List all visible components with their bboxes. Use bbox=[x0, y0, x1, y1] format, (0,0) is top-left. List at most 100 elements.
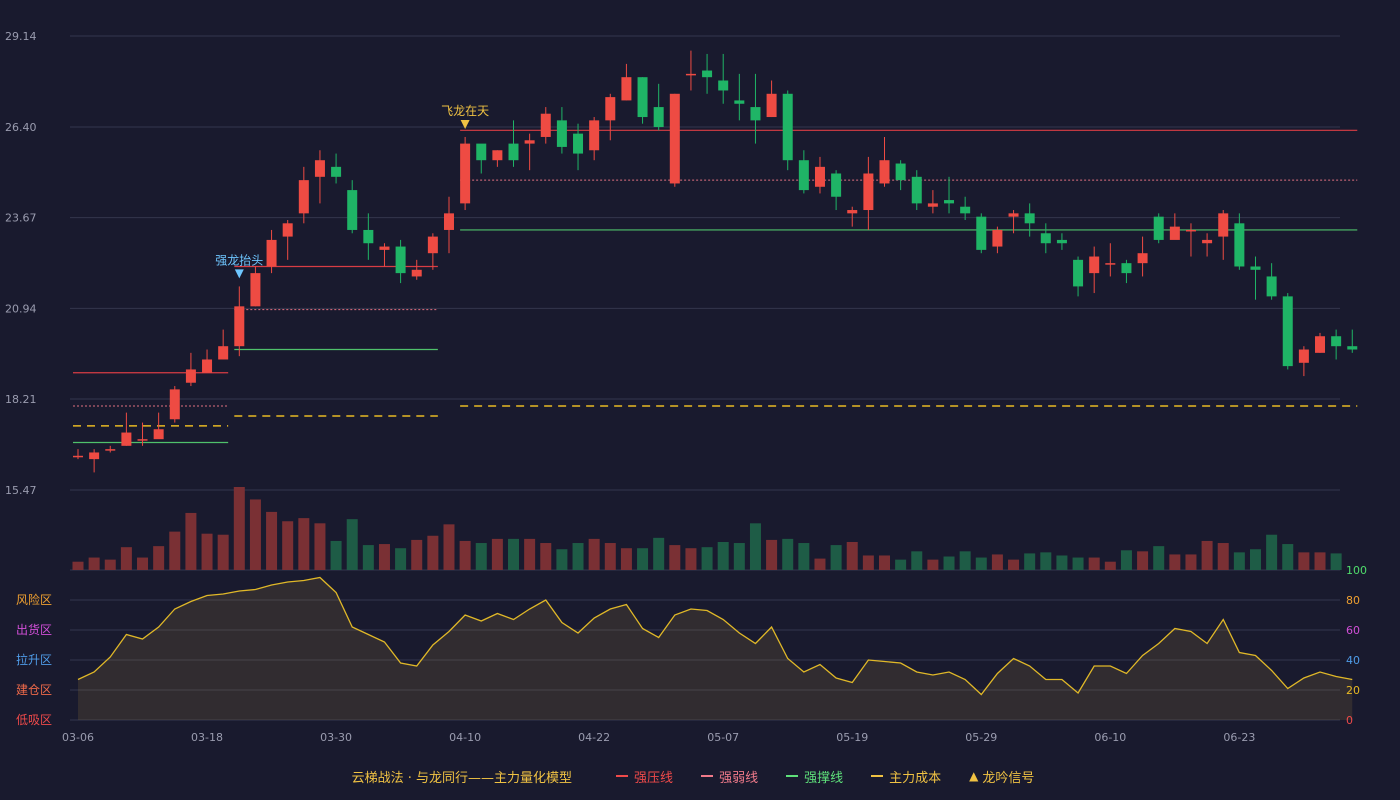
volume-bar bbox=[104, 559, 116, 570]
volume-bar bbox=[169, 531, 181, 570]
legend-item-resistance: 强压线 bbox=[616, 767, 673, 786]
candle-body bbox=[927, 203, 938, 207]
volume-bar bbox=[491, 538, 503, 570]
price-tick-label: 29.14 bbox=[5, 30, 37, 43]
candle-body bbox=[1024, 213, 1035, 224]
x-tick-label: 04-10 bbox=[449, 731, 481, 744]
volume-bar bbox=[1120, 550, 1132, 570]
volume-bar bbox=[749, 523, 761, 570]
x-tick-label: 06-10 bbox=[1094, 731, 1126, 744]
price-tick-label: 18.21 bbox=[5, 393, 37, 406]
volume-bar bbox=[975, 557, 987, 570]
legend-label-weak: 强弱线 bbox=[719, 770, 759, 786]
volume-bar bbox=[733, 543, 745, 570]
candle-body bbox=[1040, 233, 1051, 244]
volume-bar bbox=[895, 559, 907, 570]
volume-bar bbox=[846, 541, 858, 570]
chart-canvas: 29.14 26.40 23.67 20.94 18.21 15.47 100 80 60 40 2… bbox=[5, 30, 1367, 744]
candle-body bbox=[1056, 239, 1067, 244]
candle-body bbox=[685, 73, 696, 76]
candle-body bbox=[331, 166, 342, 177]
legend-swatch-support bbox=[786, 775, 799, 777]
volume-bar bbox=[879, 555, 890, 570]
candle-body bbox=[427, 236, 438, 254]
volume-bar bbox=[1104, 561, 1116, 570]
volume-bar bbox=[798, 543, 810, 570]
indicator-tick-label: 80 bbox=[1346, 594, 1360, 607]
candle-body bbox=[379, 246, 390, 250]
volume-bar bbox=[1330, 553, 1342, 570]
candle-body bbox=[1266, 276, 1277, 297]
price-tick-label: 20.94 bbox=[5, 302, 37, 315]
volume-bar bbox=[362, 545, 374, 570]
candle-body bbox=[250, 273, 261, 307]
volume-bar bbox=[459, 540, 471, 570]
candle-body bbox=[411, 269, 422, 277]
candle-body bbox=[1073, 259, 1084, 287]
candle-body bbox=[282, 223, 293, 237]
candle-body bbox=[1008, 213, 1019, 217]
candle-body bbox=[653, 107, 664, 127]
candle-body bbox=[814, 166, 825, 187]
volume-bar bbox=[1056, 555, 1068, 570]
volume-bar bbox=[88, 557, 100, 570]
zone-label: 低吸区 bbox=[16, 713, 52, 727]
volume-bar bbox=[1088, 557, 1100, 570]
volume-bar bbox=[637, 548, 649, 570]
candle-body bbox=[1347, 346, 1358, 350]
candle-body bbox=[202, 359, 213, 373]
x-tick-label: 03-06 bbox=[62, 731, 94, 744]
volume-bar bbox=[572, 543, 584, 570]
legend-swatch-cost bbox=[871, 775, 884, 777]
volume-bar bbox=[378, 544, 390, 570]
volume-bar bbox=[282, 521, 294, 570]
candle-body bbox=[89, 452, 100, 460]
volume-bar bbox=[1072, 557, 1084, 570]
legend: 云梯战法 · 与龙同行——主力量化模型 强压线 强弱线 强撑线 主力成本 ▲ 龙… bbox=[0, 766, 1400, 786]
legend-swatch-weak bbox=[701, 775, 714, 777]
volume-bar bbox=[556, 549, 568, 570]
candle-body bbox=[750, 107, 761, 121]
candle-body bbox=[1153, 216, 1164, 240]
volume-bar bbox=[298, 518, 310, 570]
x-tick-label: 05-19 bbox=[836, 731, 868, 744]
zone-label: 建仓区 bbox=[16, 683, 52, 697]
volume-bar bbox=[959, 551, 971, 570]
volume-bar bbox=[137, 557, 149, 570]
volume-bar bbox=[1185, 554, 1197, 570]
candle-body bbox=[1105, 263, 1116, 265]
candle-body bbox=[976, 216, 987, 250]
indicator-tick-label: 0 bbox=[1346, 714, 1353, 727]
candle-body bbox=[314, 160, 325, 177]
candle-body bbox=[1315, 336, 1326, 353]
candle-body bbox=[1169, 226, 1180, 240]
candle-body bbox=[782, 93, 793, 161]
volume-bar bbox=[411, 539, 423, 570]
volume-bar bbox=[1201, 540, 1213, 570]
candle-body bbox=[605, 97, 616, 121]
candle-body bbox=[185, 369, 196, 383]
candle-body bbox=[960, 206, 971, 214]
signal-triangle bbox=[460, 119, 470, 129]
indicator-line bbox=[77, 576, 1353, 696]
candle-body bbox=[137, 439, 148, 441]
volume-bar bbox=[120, 547, 132, 570]
signal-label: 强龙抬头 bbox=[215, 253, 263, 267]
volume-bar bbox=[1298, 552, 1310, 570]
indicator-area bbox=[78, 577, 1353, 720]
candle-body bbox=[702, 70, 713, 78]
candle-body bbox=[637, 77, 648, 118]
volume-bar bbox=[395, 548, 407, 570]
candle-body bbox=[621, 77, 632, 101]
legend-label-signal: 龙吟信号 bbox=[982, 770, 1035, 786]
candle-body bbox=[766, 93, 777, 118]
candle-body bbox=[992, 229, 1003, 247]
candle-body bbox=[1331, 336, 1342, 347]
candle-body bbox=[1234, 223, 1245, 267]
volume-bar bbox=[604, 543, 616, 570]
volume-bar bbox=[1217, 543, 1229, 570]
volume-bar bbox=[153, 546, 165, 570]
price-tick-label: 23.67 bbox=[5, 212, 37, 225]
legend-item-signal: ▲ 龙吟信号 bbox=[969, 767, 1034, 786]
x-tick-label: 04-22 bbox=[578, 731, 610, 744]
